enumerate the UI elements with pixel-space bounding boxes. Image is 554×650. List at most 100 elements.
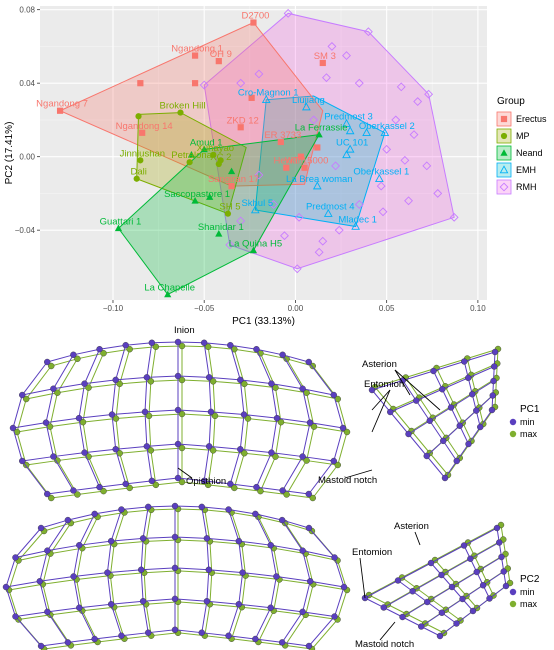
landmark (467, 555, 474, 562)
label-guattari-1: Guattari 1 (100, 216, 142, 227)
landmark (465, 440, 472, 448)
landmark (76, 541, 83, 549)
landmark (104, 569, 111, 576)
landmark (413, 397, 420, 404)
point-rmh (409, 130, 419, 140)
landmark (122, 480, 129, 488)
plot-background (40, 6, 487, 300)
legend-label-neand: Neand (516, 148, 543, 158)
x-axis-title: PC1 (33.13%) (232, 316, 295, 327)
landmark (107, 537, 115, 545)
point-mladec-1 (351, 221, 360, 230)
point-rmh (269, 200, 278, 209)
landmark (107, 600, 115, 608)
landmark (267, 604, 274, 611)
label-ngandong-14: Ngandong 14 (116, 121, 173, 132)
point-rmh (378, 207, 388, 217)
landmark (100, 350, 107, 357)
landmark (240, 411, 248, 418)
point-rmh (413, 97, 423, 106)
point-erectus (248, 94, 255, 101)
landmark (145, 629, 152, 636)
point-wt-15000 (301, 164, 308, 171)
landmark (244, 415, 252, 422)
annotation-leader (394, 369, 411, 396)
annotation-mastoid-notch: Mastoid notch (318, 475, 377, 486)
label-wt-15000: WT 15000 (285, 156, 329, 167)
landmark (81, 449, 88, 456)
landmark (253, 483, 260, 491)
landmark (171, 595, 179, 603)
point-rmh (280, 231, 289, 241)
landmark (74, 355, 81, 362)
wire-edge (281, 519, 311, 643)
landmark (368, 386, 376, 394)
point-jinniushan (137, 157, 144, 164)
landmark (19, 391, 26, 399)
y-tick-label: 0.04 (19, 79, 35, 88)
annotation-leader (414, 531, 421, 546)
landmark (174, 474, 182, 482)
point-erectus (314, 144, 321, 151)
annotation-mastoid-notch-pc2: Mastoid notch (355, 639, 414, 650)
point-rmh (327, 41, 337, 51)
landmark (171, 626, 179, 633)
landmark (48, 494, 55, 502)
landmark (380, 604, 387, 611)
landmark (394, 577, 402, 584)
point-rmh (318, 236, 328, 246)
point-liujiang (302, 102, 311, 111)
landmark (112, 415, 120, 422)
label-sh-5: SH 5 (219, 202, 240, 213)
landmark (438, 571, 445, 579)
label-la-ferrassie: La Ferrassie (295, 123, 348, 134)
landmark (126, 484, 133, 492)
point-rmh (309, 115, 319, 125)
label-er-3733: ER 3733 (264, 130, 301, 141)
landmark (70, 573, 77, 580)
label-xuhayao: Xuhayao (197, 143, 235, 154)
landmark (200, 339, 208, 346)
point-xc-2 (215, 160, 222, 168)
landmark (143, 374, 151, 381)
landmark (48, 362, 55, 370)
legend-marker-emh (499, 165, 509, 174)
landmark (241, 380, 248, 388)
point-rmh (322, 73, 331, 83)
point-rmh (254, 69, 264, 79)
wire-edge (42, 522, 72, 646)
point-rmh (236, 216, 246, 226)
landmark (279, 351, 286, 358)
point-la-brea-woman (312, 181, 322, 190)
point-neand (227, 167, 236, 175)
pc1-legend-max: max (520, 429, 538, 439)
landmark (198, 629, 205, 636)
landmark (237, 376, 244, 384)
label-la-chapelle: La Chapelle (144, 282, 195, 293)
point-rmh (376, 181, 386, 191)
landmark (418, 623, 425, 630)
point-rmh (422, 161, 432, 171)
point-er-3733 (277, 138, 284, 146)
landmark (299, 608, 306, 616)
label-oh-9: OH 9 (210, 49, 232, 60)
label-d2700: D2700 (241, 11, 269, 22)
landmark (331, 613, 338, 620)
landmark (309, 494, 316, 502)
point-rmh (254, 170, 264, 180)
landmark (409, 588, 416, 595)
pc1-annotation-leaders (177, 369, 441, 479)
landmark (178, 444, 186, 452)
landmark (44, 547, 51, 554)
landmark (152, 343, 160, 350)
landmark (42, 419, 50, 426)
landmark (205, 443, 213, 450)
landmark (491, 348, 499, 356)
landmark (96, 483, 103, 491)
point-neand (187, 151, 196, 158)
landmark (122, 342, 129, 349)
landmark (440, 437, 447, 445)
landmark (273, 414, 281, 422)
landmark (108, 411, 116, 418)
landmark (205, 374, 213, 381)
